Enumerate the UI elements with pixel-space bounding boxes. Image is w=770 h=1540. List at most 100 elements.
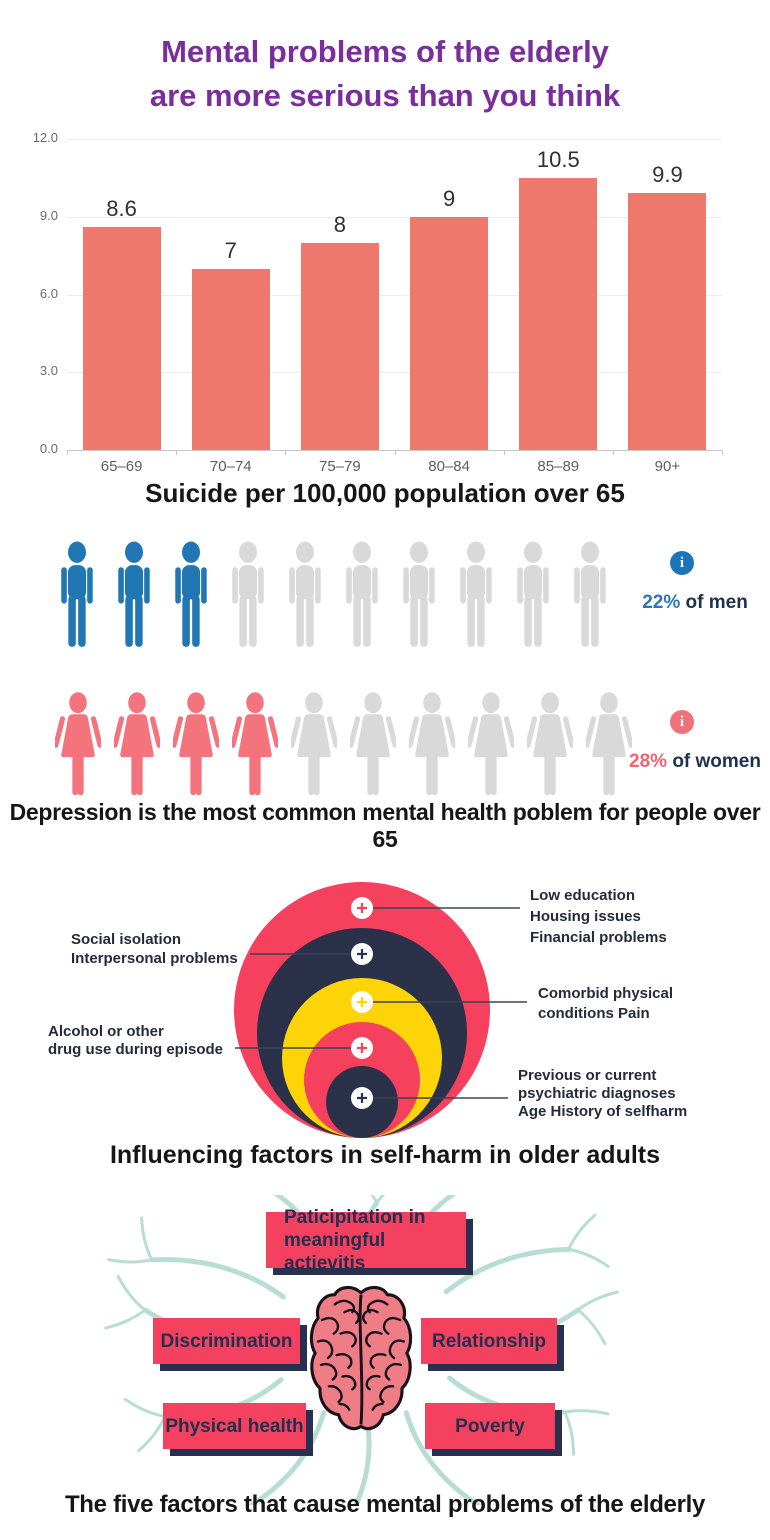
woman-icon bbox=[232, 692, 278, 796]
ring-label: Comorbid physical bbox=[538, 985, 673, 1002]
suicide-chart-caption: Suicide per 100,000 population over 65 bbox=[145, 478, 625, 508]
y-axis-label: 3.0 bbox=[39, 363, 58, 379]
men-percent-label: 22% of men bbox=[620, 592, 770, 614]
bar bbox=[82, 227, 161, 450]
women-row bbox=[55, 690, 632, 798]
axis-tick bbox=[722, 450, 723, 455]
bar-value-label: 10.5 bbox=[536, 146, 580, 172]
factor-box: Physical health bbox=[163, 1403, 306, 1449]
x-axis-label: 65–69 bbox=[100, 458, 143, 475]
factor-box-label: Relationship bbox=[431, 1330, 546, 1352]
y-axis-label: 6.0 bbox=[39, 285, 58, 301]
ring-label: Low education bbox=[530, 887, 635, 904]
ring-label: Housing issues bbox=[530, 908, 641, 925]
percent-value: 28% bbox=[629, 751, 668, 772]
man-icon bbox=[175, 541, 207, 647]
gridline bbox=[67, 216, 722, 218]
depression-pictograph: i 22% of men i 28% of women bbox=[0, 530, 770, 800]
x-axis-label: 70–74 bbox=[209, 458, 252, 475]
ring-label: Alcohol or other bbox=[48, 1023, 164, 1040]
axis-tick bbox=[612, 450, 614, 455]
man-icon bbox=[232, 541, 264, 647]
x-axis-label: 75–79 bbox=[319, 458, 361, 475]
axis-tick bbox=[67, 450, 68, 455]
bar-value-label: 8 bbox=[333, 211, 347, 237]
factor-box-label: Paticipitation in meaningful actievitis bbox=[284, 1206, 426, 1274]
bar bbox=[628, 193, 707, 450]
factor-box: Discrimination bbox=[153, 1318, 300, 1364]
bar bbox=[410, 216, 489, 451]
bar-value-label: 9 bbox=[442, 185, 456, 211]
bar-value-label: 7 bbox=[224, 237, 237, 263]
factor-box: Relationship bbox=[421, 1318, 557, 1364]
axis-tick bbox=[394, 450, 396, 455]
selfharm-caption: Influencing factors in self-harm in olde… bbox=[109, 1141, 661, 1169]
axis-tick bbox=[503, 450, 505, 455]
man-icon bbox=[517, 541, 549, 647]
info-icon: i bbox=[670, 551, 694, 575]
x-axis-label: 80–84 bbox=[428, 458, 470, 475]
y-axis-label: 12.0 bbox=[32, 130, 58, 145]
percent-suffix: of men bbox=[685, 592, 748, 613]
brain-fissure bbox=[358, 1294, 364, 1425]
y-axis-label: 0.0 bbox=[39, 441, 58, 456]
woman-icon bbox=[55, 692, 101, 796]
man-icon bbox=[289, 541, 321, 647]
depression-caption: Depression is the most common mental hea… bbox=[9, 799, 761, 852]
bar bbox=[300, 242, 379, 450]
y-axis-label: 9.0 bbox=[39, 207, 58, 223]
factor-box-label: Physical health bbox=[165, 1415, 304, 1437]
man-icon bbox=[403, 541, 435, 647]
title-line-1: Mental problems of the elderly bbox=[161, 34, 609, 69]
factor-box-label: Discrimination bbox=[160, 1330, 293, 1352]
ring-label: Age History of selfharm bbox=[518, 1103, 687, 1120]
gridline bbox=[67, 294, 722, 296]
axis-tick bbox=[176, 450, 178, 455]
ring-label: Interpersonal problems bbox=[71, 950, 238, 967]
ring-label: Social isolation bbox=[71, 931, 181, 948]
selfharm-diagram: Low education Housing issues Financial pro… bbox=[0, 860, 770, 1150]
bar-value-label: 9.9 bbox=[652, 162, 683, 188]
men-row bbox=[55, 541, 612, 648]
factor-box-label: Poverty bbox=[455, 1415, 525, 1437]
bar-value-label: 8.6 bbox=[106, 196, 137, 222]
woman-icon bbox=[173, 692, 219, 796]
ring-label: conditions Pain bbox=[538, 1005, 650, 1022]
woman-icon bbox=[468, 692, 514, 796]
woman-icon bbox=[350, 692, 396, 796]
x-axis-label: 90+ bbox=[654, 458, 681, 475]
woman-icon bbox=[409, 692, 455, 796]
x-axis-label: 85–89 bbox=[537, 458, 580, 475]
brain-illustration bbox=[309, 1285, 413, 1431]
man-icon bbox=[61, 541, 93, 647]
man-icon bbox=[346, 541, 378, 647]
factors-mindmap: Paticipitation in meaningful actievitis Di… bbox=[0, 1195, 770, 1505]
brain-gyri bbox=[316, 1299, 406, 1411]
factors-caption: The five factors that cause mental probl… bbox=[64, 1491, 706, 1518]
woman-icon bbox=[114, 692, 160, 796]
ring-label: drug use during episode bbox=[48, 1041, 223, 1058]
man-icon bbox=[460, 541, 492, 647]
ring-label: psychiatric diagnoses bbox=[518, 1085, 676, 1102]
ring-label: Previous or current bbox=[518, 1067, 656, 1084]
gridline bbox=[67, 139, 722, 140]
ring-label: Financial problems bbox=[530, 929, 667, 946]
women-percent-label: 28% of women bbox=[620, 751, 770, 773]
bar bbox=[519, 177, 598, 450]
percent-suffix: of women bbox=[672, 751, 761, 772]
woman-icon bbox=[586, 692, 632, 796]
man-icon bbox=[574, 541, 606, 647]
man-icon bbox=[118, 541, 150, 647]
suicide-bar-chart: 0.0 3.0 6.0 9.0 12.0 8.6 65–69 7 70–74 8 75–79 9 80–… bbox=[0, 130, 770, 475]
axis-tick bbox=[285, 450, 287, 455]
factor-box: Paticipitation in meaningful actievitis bbox=[266, 1207, 466, 1274]
title-line-2: are more serious than you think bbox=[149, 78, 621, 113]
bar bbox=[191, 268, 270, 450]
gridline bbox=[67, 372, 722, 374]
percent-value: 22% bbox=[642, 592, 681, 613]
factor-box: Poverty bbox=[425, 1403, 555, 1449]
woman-icon bbox=[291, 692, 337, 796]
info-icon: i bbox=[670, 710, 694, 734]
woman-icon bbox=[527, 692, 573, 796]
